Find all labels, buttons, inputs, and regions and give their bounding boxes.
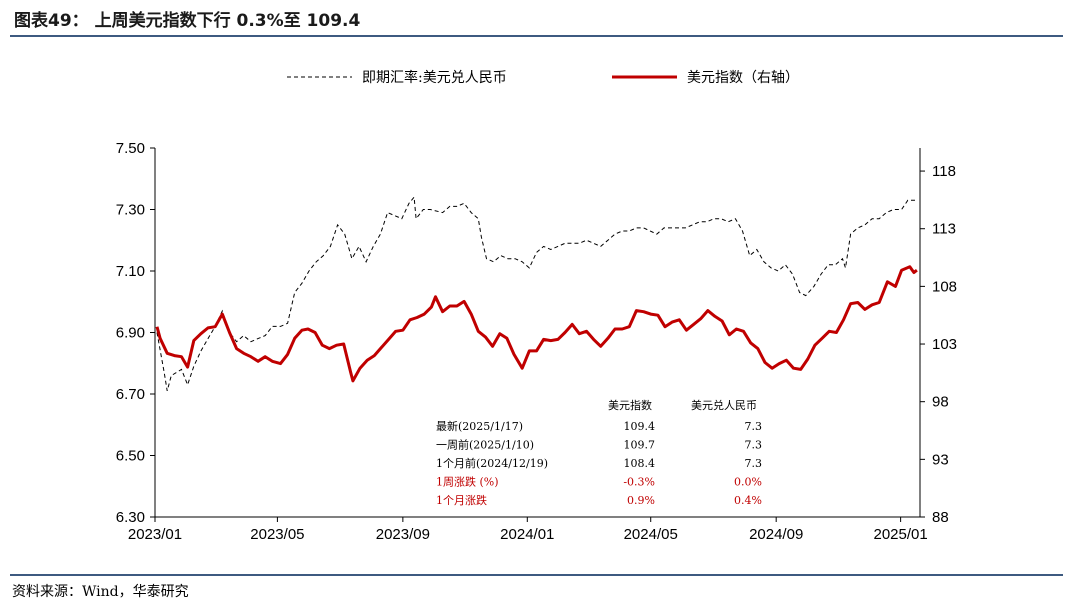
series-dxy-line (155, 265, 918, 383)
source-note: 资料来源：Wind，华泰研究 (12, 584, 189, 600)
legend-label-dxy: 美元指数（右轴） (687, 70, 799, 86)
table-cell-cny: 0.4% (734, 494, 762, 507)
y-left-tick-label: 7.30 (116, 202, 145, 219)
table-row-label: 最新(2025/1/17) (436, 419, 523, 433)
x-tick-label: 2023/09 (376, 526, 430, 543)
y-left-tick-label: 6.50 (116, 448, 145, 465)
x-tick-label: 2024/09 (749, 526, 803, 543)
chart-legend: 即期汇率:美元兑人民币 美元指数（右轴） (287, 69, 799, 86)
y-right-tick-label: 88 (932, 509, 949, 526)
x-tick-label: 2023/01 (128, 526, 182, 543)
series-usdcny-line (156, 195, 917, 392)
y-right-tick-label: 113 (932, 221, 956, 238)
table-cell-dxy: 108.4 (624, 457, 656, 470)
table-cell-cny: 0.0% (734, 476, 762, 489)
table-row-label: 1个月涨跌 (436, 493, 487, 507)
x-tick-label: 2023/05 (250, 526, 304, 543)
table-header-cny: 美元兑人民币 (691, 398, 757, 412)
table-cell-dxy: -0.3% (623, 476, 655, 489)
chart-title: 图表49： 上周美元指数下行 0.3%至 109.4 (14, 11, 361, 31)
table-cell-cny: 7.3 (745, 457, 763, 470)
x-tick-label: 2024/01 (500, 526, 554, 543)
title-rule (10, 35, 1063, 37)
y-left-tick-label: 6.70 (116, 386, 145, 403)
y-left-tick-label: 7.10 (116, 263, 145, 280)
table-cell-cny: 7.3 (745, 420, 763, 433)
y-right-tick-label: 108 (932, 278, 957, 295)
table-cell-dxy: 0.9% (627, 494, 655, 507)
y-right-tick-label: 103 (932, 336, 957, 353)
table-cell-dxy: 109.7 (624, 439, 656, 452)
y-left-tick-label: 6.30 (116, 509, 145, 526)
table-header-dxy: 美元指数 (608, 398, 652, 412)
legend-label-usdcny: 即期汇率:美元兑人民币 (362, 69, 507, 86)
y-right-tick-label: 93 (932, 451, 949, 468)
table-row-label: 1周涨跌 (%) (436, 475, 499, 489)
x-tick-label: 2024/05 (624, 526, 678, 543)
y-left-tick-label: 7.50 (116, 140, 145, 157)
y-left-tick-label: 6.90 (116, 325, 145, 342)
y-right-tick-label: 98 (932, 394, 949, 411)
bottom-rule (10, 574, 1063, 576)
table-row-label: 1个月前(2024/12/19) (436, 456, 548, 470)
table-cell-dxy: 109.4 (624, 420, 656, 433)
table-row-label: 一周前(2025/1/10) (436, 438, 534, 452)
table-cell-cny: 7.3 (745, 439, 763, 452)
x-tick-label: 2025/01 (874, 526, 928, 543)
y-right-tick-label: 118 (932, 163, 956, 180)
chart-axes: 6.30 6.50 6.70 6.90 7.10 7.30 7.50 88 93 98 103 108… (116, 140, 957, 543)
series-layer (155, 195, 918, 392)
